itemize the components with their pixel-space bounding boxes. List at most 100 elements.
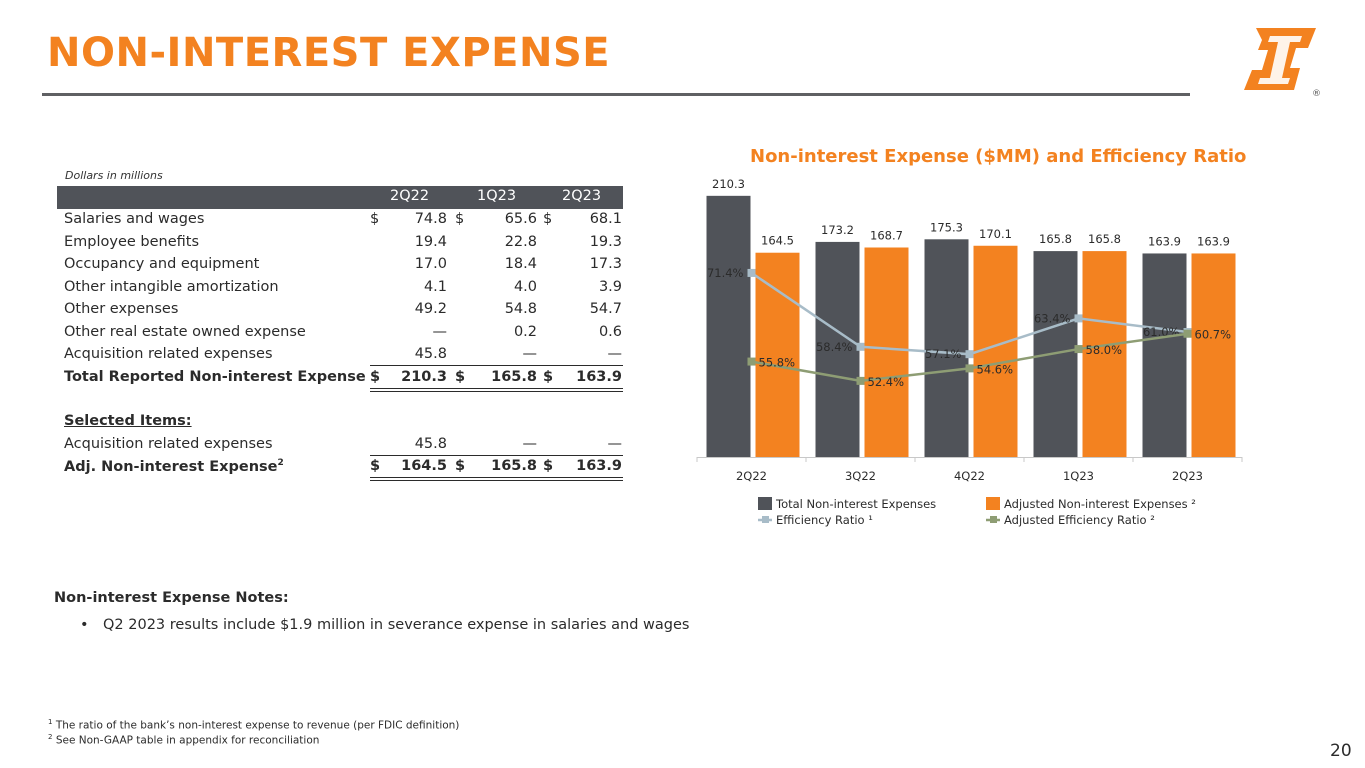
row-label: Occupancy and equipment: [64, 256, 260, 272]
currency-symbol: $: [455, 368, 466, 385]
column-header: 2Q22: [390, 188, 430, 204]
adjusted-efficiency-label: 58.0%: [1086, 343, 1123, 357]
total-bar-label: 165.8: [1039, 232, 1072, 246]
table-row: Acquisition related expenses 45.8 — —: [57, 344, 623, 367]
total-row: Total Reported Non-interest Expense $ 21…: [57, 367, 623, 392]
efficiency-ratio-marker: [856, 342, 865, 351]
row-label: Employee benefits: [64, 233, 200, 250]
adjusted-efficiency-marker: [1074, 345, 1083, 354]
cell-value: 54.8: [504, 301, 537, 317]
legend-adjusted-efficiency-marker: [990, 516, 997, 523]
total-expense-bar: [1142, 253, 1187, 457]
expense-table: 2Q22 1Q23 2Q23 Salaries and wages $ 74.8…: [57, 186, 623, 481]
x-tick-label: 3Q22: [845, 469, 876, 483]
selected-items-row: Selected Items:: [57, 411, 623, 434]
page-number: 20: [1330, 741, 1352, 761]
cell-value: 19.3: [589, 233, 622, 250]
row-label: Total Reported Non-interest Expense: [64, 368, 366, 385]
adjusted-efficiency-label: 54.6%: [977, 362, 1014, 376]
footnote-ref: 2: [277, 458, 284, 468]
cell-value: 0.2: [513, 323, 537, 340]
cell-value: 74.8: [414, 211, 447, 227]
expense-chart: 210.3 164.5 173.2 168.7 175.3 170.1 165.8 165.8…: [696, 177, 1243, 527]
efficiency-ratio-label: 71.4%: [707, 266, 744, 280]
x-tick-label: 1Q23: [1063, 469, 1094, 483]
cell-value: 0.6: [598, 323, 622, 340]
footnote-mark: 1: [48, 718, 53, 726]
table-caption: Dollars in millions: [65, 169, 163, 182]
total-expense-bar: [815, 241, 860, 457]
row-label: Other intangible amortization: [64, 278, 279, 295]
cell-value: 163.9: [576, 458, 622, 474]
adjusted-row: Adj. Non-interest Expense2 $ 164.5 $ 165…: [57, 456, 623, 481]
adjusted-bar-label: 164.5: [761, 234, 794, 248]
x-tick-label: 4Q22: [954, 469, 985, 483]
cell-value: 17.3: [589, 256, 622, 272]
legend-adjusted-expenses-swatch: [986, 497, 1000, 510]
cell-value: 65.6: [504, 211, 537, 227]
cell-value: 19.4: [414, 233, 447, 250]
page-title: NON-INTEREST EXPENSE: [47, 30, 611, 76]
adjusted-bar-label: 163.9: [1197, 234, 1230, 248]
cell-value: 3.9: [598, 278, 622, 295]
cell-value: 163.9: [576, 368, 622, 385]
currency-symbol: $: [543, 211, 553, 227]
cell-value: 4.0: [513, 278, 537, 295]
cell-value: —: [607, 435, 623, 452]
footnote-mark: 2: [48, 733, 53, 741]
row-label: Salaries and wages: [64, 211, 205, 227]
total-rule: [370, 390, 623, 392]
legend-adjusted-efficiency-label: Adjusted Efficiency Ratio ²: [1004, 513, 1155, 527]
adjusted-expense-bar: [1191, 253, 1236, 457]
currency-symbol: $: [370, 368, 381, 385]
adjusted-efficiency-marker: [747, 357, 756, 366]
bullet-icon: •: [80, 617, 89, 633]
efficiency-ratio-label: 57.1%: [925, 347, 962, 361]
adjusted-bar-label: 168.7: [870, 228, 903, 242]
subtotal-rule: [370, 454, 623, 456]
total-expense-bar: [706, 195, 751, 458]
subtotal-rule: [370, 365, 623, 366]
selected-items-heading: Selected Items:: [64, 413, 192, 429]
cell-value: 49.2: [414, 301, 447, 317]
table-row: Other real estate owned expense — 0.2 0.…: [57, 322, 623, 345]
total-bar-label: 175.3: [930, 220, 963, 234]
cell-value: 45.8: [414, 435, 447, 452]
total-bar-label: 173.2: [821, 223, 854, 237]
efficiency-ratio-marker: [747, 268, 756, 277]
cell-value: 165.8: [491, 458, 537, 474]
row-label: Acquisition related expenses: [64, 435, 273, 452]
logo-inner-mark: [1258, 36, 1302, 84]
currency-symbol: $: [455, 458, 466, 474]
column-header: 1Q23: [477, 188, 517, 204]
x-tick-label: 2Q22: [736, 469, 767, 483]
company-logo: ®: [1244, 28, 1321, 99]
footnote-text: The ratio of the bank’s non-interest exp…: [55, 719, 460, 732]
cell-value: 17.0: [414, 256, 447, 272]
row-label: Other expenses: [64, 301, 179, 317]
legend-efficiency-ratio-label: Efficiency Ratio ¹: [776, 513, 873, 527]
currency-symbol: $: [543, 458, 554, 474]
legend-efficiency-ratio-marker: [762, 516, 769, 523]
total-rule: [370, 387, 623, 389]
efficiency-ratio-label: 63.4%: [1034, 311, 1071, 325]
adjusted-bar-label: 170.1: [979, 227, 1012, 241]
total-expense-bar: [924, 239, 969, 457]
cell-value: 164.5: [401, 458, 447, 474]
currency-symbol: $: [455, 211, 465, 227]
total-rule: [370, 477, 623, 478]
efficiency-ratio-marker: [965, 350, 974, 359]
adjusted-expense-bar: [864, 247, 909, 457]
x-tick-label: 2Q23: [1172, 469, 1203, 483]
cell-value: 165.8: [491, 368, 537, 385]
adjusted-efficiency-label: 55.8%: [759, 356, 796, 370]
adjusted-efficiency-label: 60.7%: [1195, 328, 1232, 342]
table-row: Occupancy and equipment 17.0 18.4 17.3: [57, 254, 623, 277]
table-row: Employee benefits 19.4 22.8 19.3: [57, 232, 623, 255]
cell-value: 68.1: [589, 211, 622, 227]
cell-value: 45.8: [414, 346, 447, 362]
row-label: Other real estate owned expense: [64, 323, 306, 340]
footnote-1: 1 The ratio of the bank’s non-interest e…: [48, 718, 459, 732]
legend-total-expenses-swatch: [758, 497, 772, 510]
cell-value: 54.7: [589, 301, 622, 317]
